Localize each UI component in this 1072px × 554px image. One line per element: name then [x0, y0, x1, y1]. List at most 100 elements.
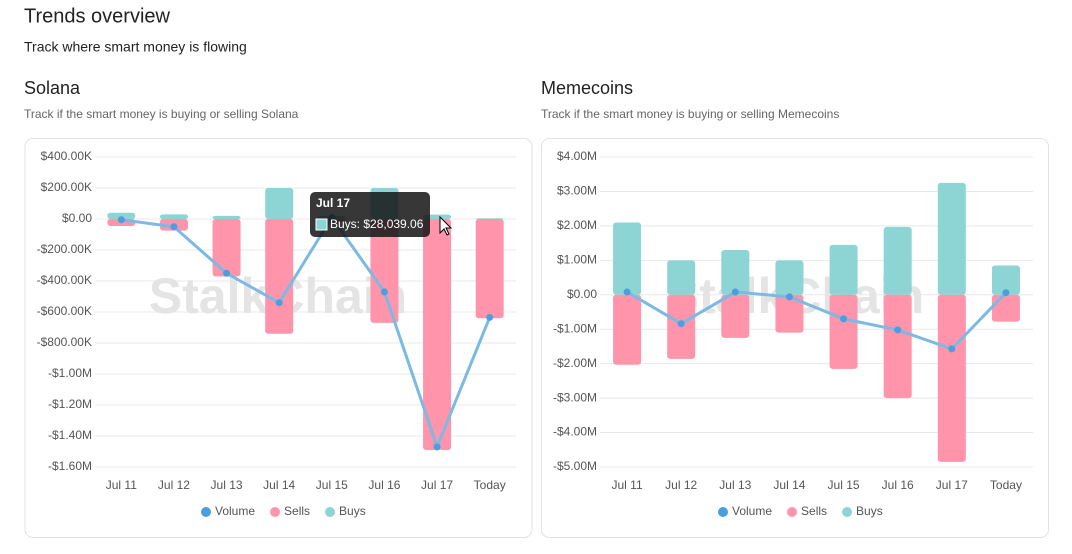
- y-tick-label: -$600.00K: [37, 304, 92, 318]
- y-tick-label: -$200.00K: [37, 242, 92, 256]
- legend-swatch: [325, 507, 336, 517]
- volume-line: [121, 214, 492, 452]
- legend-swatch: [270, 507, 281, 517]
- volume-point: [275, 299, 283, 307]
- y-tick-label: -$1.20M: [48, 397, 92, 411]
- y-tick-label: -$3.00M: [553, 390, 597, 404]
- legend-label: Volume: [732, 504, 772, 518]
- bar: [721, 294, 750, 338]
- cursor: [439, 215, 453, 236]
- x-tick-label: Jul 13: [211, 478, 243, 492]
- legend-swatch: [842, 507, 853, 517]
- y-tick-label: -$1.40M: [48, 428, 92, 442]
- x-tick-label: Jul 17: [421, 478, 453, 492]
- legend-label: Volume: [215, 504, 255, 518]
- legend-label: Sells: [801, 504, 827, 518]
- bar: [423, 214, 452, 219]
- x-tick-label: Jul 14: [263, 478, 295, 492]
- bar: [475, 218, 504, 219]
- tooltip: Jul 17 Buys: $28,039.06: [310, 192, 453, 237]
- chart-card: [541, 138, 1049, 538]
- tooltip-label: Buys: $28,039.06: [330, 217, 424, 231]
- bar: [370, 219, 399, 323]
- bar: [159, 214, 188, 219]
- bar: [991, 265, 1020, 295]
- y-tick-label: $0.00: [62, 211, 92, 225]
- volume-point: [117, 216, 125, 224]
- volume-point: [170, 223, 178, 231]
- page-subtitle: Track where smart money is flowing: [24, 39, 247, 55]
- volume-point: [486, 313, 494, 321]
- volume-point: [623, 288, 631, 296]
- section-subtitle: Track if the smart money is buying or se…: [541, 107, 839, 121]
- bar: [107, 212, 136, 219]
- bar: [883, 226, 912, 295]
- volume-point: [677, 320, 685, 328]
- y-tick-label: -$800.00K: [37, 335, 92, 349]
- bar: [721, 250, 750, 295]
- section-title: Solana: [24, 78, 81, 98]
- x-tick-label: Jul 15: [316, 478, 348, 492]
- y-tick-label: -$1.00M: [48, 366, 92, 380]
- volume-point: [785, 293, 793, 301]
- y-tick-label: $400.00K: [41, 149, 92, 163]
- tooltip-title: Jul 17: [316, 196, 350, 210]
- bar: [212, 215, 241, 219]
- bar: [991, 294, 1020, 322]
- y-tick-label: -$5.00M: [553, 459, 597, 473]
- y-tick-label: $3.00M: [557, 184, 597, 198]
- legend-label: Buys: [339, 504, 366, 518]
- section-title: Memecoins: [541, 78, 633, 98]
- tooltip-swatch: [315, 218, 328, 231]
- tooltip-box: [310, 192, 430, 237]
- legend-swatch: [787, 507, 798, 517]
- x-tick-label: Jul 16: [368, 478, 400, 492]
- x-tick-label: Jul 11: [611, 478, 642, 492]
- legend-label: Buys: [856, 504, 883, 518]
- bar: [937, 182, 966, 295]
- x-tick-label: Jul 16: [882, 478, 914, 492]
- volume-point: [894, 326, 902, 334]
- volume-line: [626, 290, 1008, 351]
- legend-swatch: [718, 507, 728, 517]
- y-tick-label: $0.00: [567, 287, 597, 301]
- volume-point: [1002, 289, 1010, 297]
- y-tick-label: $1.00M: [557, 253, 597, 267]
- bar: [265, 188, 294, 219]
- bar: [937, 294, 966, 462]
- y-tick-label: -$1.00M: [553, 321, 597, 335]
- bar: [829, 294, 858, 369]
- legend-swatch: [201, 507, 211, 517]
- bar: [212, 219, 241, 277]
- bar: [667, 260, 696, 295]
- x-tick-label: Jul 13: [719, 478, 751, 492]
- volume-point: [948, 345, 956, 353]
- volume-point: [380, 288, 388, 296]
- bar: [613, 294, 642, 365]
- x-tick-label: Jul 11: [106, 478, 137, 492]
- bar: [775, 260, 804, 295]
- legend-label: Sells: [284, 504, 310, 518]
- volume-point: [223, 269, 231, 277]
- x-tick-label: Jul 12: [665, 478, 697, 492]
- y-tick-label: -$4.00M: [553, 425, 597, 439]
- bar: [613, 222, 642, 295]
- y-tick-label: -$1.60M: [48, 459, 92, 473]
- y-tick-label: $4.00M: [557, 149, 597, 163]
- y-tick-label: $200.00K: [41, 180, 92, 194]
- section-subtitle: Track if the smart money is buying or se…: [24, 107, 299, 121]
- volume-point: [840, 315, 848, 323]
- x-tick-label: Jul 15: [828, 478, 860, 492]
- x-tick-label: Jul 12: [158, 478, 190, 492]
- bar: [775, 294, 804, 333]
- y-tick-label: $2.00M: [557, 218, 597, 232]
- page-title: Trends overview: [24, 5, 171, 27]
- bar: [829, 244, 858, 295]
- y-tick-label: -$2.00M: [553, 356, 597, 370]
- bar: [265, 219, 294, 334]
- chart-card: [24, 138, 533, 538]
- x-tick-label: Today: [474, 478, 506, 492]
- y-tick-label: -$400.00K: [37, 273, 92, 287]
